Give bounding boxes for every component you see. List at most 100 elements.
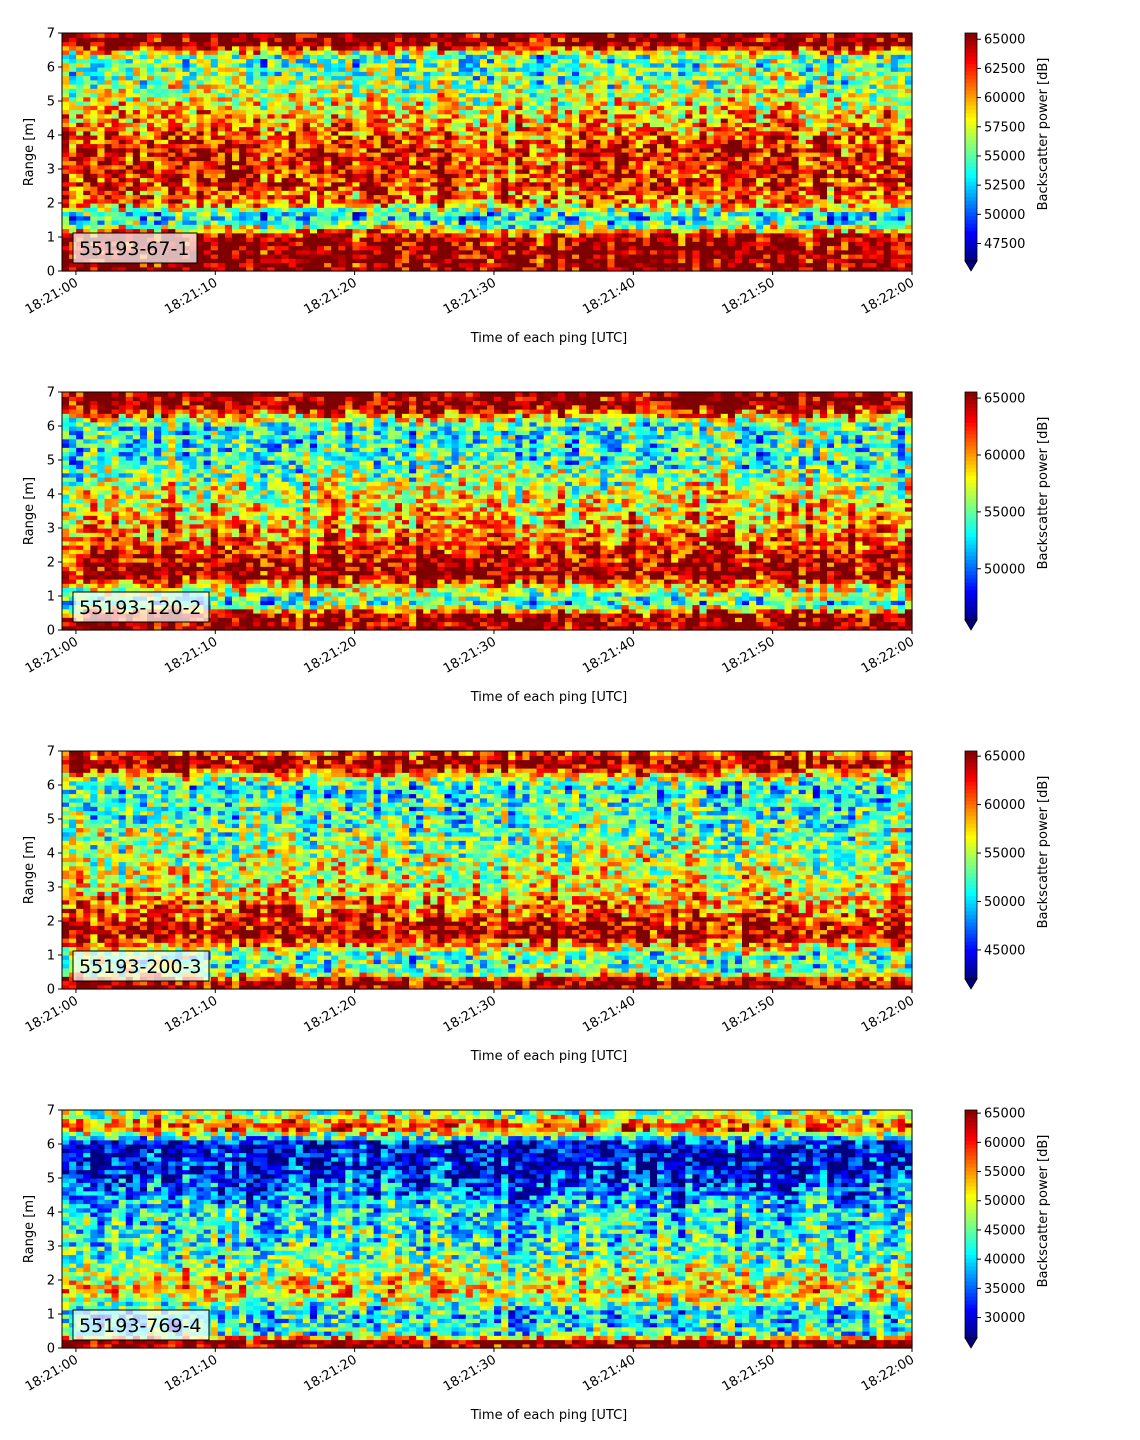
heatmap-cell (649, 101, 658, 106)
heatmap-cell (437, 215, 446, 221)
heatmap-cell (281, 109, 290, 115)
heatmap-cell (210, 135, 219, 140)
heatmap-cell (522, 118, 531, 123)
heatmap-cell (494, 258, 502, 264)
heatmap-cell (104, 152, 113, 157)
heatmap-cell (217, 177, 226, 183)
heatmap-cell (196, 262, 205, 268)
heatmap-cell (217, 186, 226, 191)
heatmap-cell (111, 224, 120, 230)
heatmap-cell (479, 62, 488, 68)
heatmap-cell (678, 266, 686, 272)
heatmap-cell (317, 33, 325, 38)
heatmap-cell (479, 190, 488, 196)
heatmap-cell (678, 45, 686, 51)
heatmap-cell (239, 241, 247, 247)
heatmap-cell (437, 105, 446, 111)
heatmap-cell (451, 50, 460, 55)
heatmap-cell (550, 211, 559, 217)
heatmap-cell (664, 105, 672, 111)
heatmap-cell (118, 67, 127, 72)
heatmap-cell (111, 177, 120, 183)
heatmap-cell (359, 139, 368, 145)
heatmap-cell (685, 190, 694, 196)
heatmap-cell (288, 152, 297, 157)
heatmap-cell (295, 126, 304, 132)
heatmap-cell (373, 105, 382, 111)
heatmap-cell (232, 152, 240, 157)
heatmap-cell (579, 152, 587, 157)
heatmap-cell (317, 41, 325, 47)
heatmap-cell (465, 262, 474, 268)
heatmap-cell (564, 177, 573, 183)
heatmap-cell (472, 139, 481, 145)
heatmap-cell (579, 156, 587, 162)
heatmap-cell (97, 96, 106, 102)
heatmap-cell (579, 37, 587, 43)
heatmap-cell (331, 92, 339, 98)
heatmap-cell (189, 181, 198, 187)
heatmap-cell (572, 203, 580, 208)
heatmap-cell (118, 109, 127, 115)
heatmap-cell (132, 113, 141, 119)
heatmap-cell (125, 67, 134, 72)
heatmap-cell (402, 75, 410, 81)
heatmap-cell (402, 186, 410, 191)
heatmap-cell (281, 228, 290, 234)
heatmap-cell (586, 207, 594, 213)
heatmap-cell (557, 207, 566, 213)
heatmap-cell (444, 160, 453, 166)
heatmap-cell (125, 41, 134, 47)
heatmap-cell (586, 241, 594, 247)
heatmap-cell (614, 160, 623, 166)
heatmap-cell (593, 160, 601, 166)
heatmap-cell (635, 160, 644, 166)
heatmap-cell (62, 237, 70, 242)
heatmap-cell (557, 258, 566, 264)
heatmap-cell (572, 211, 580, 217)
heatmap-cell (359, 254, 368, 259)
heatmap-cell (572, 237, 580, 242)
heatmap-cell (437, 228, 446, 234)
heatmap-cell (295, 109, 304, 115)
heatmap-cell (359, 194, 368, 200)
heatmap-cell (203, 79, 212, 85)
heatmap-cell (494, 143, 502, 149)
heatmap-cell (309, 164, 318, 170)
heatmap-cell (239, 109, 247, 115)
heatmap-cell (600, 109, 609, 115)
heatmap-cell (203, 67, 212, 72)
heatmap-cell (317, 215, 325, 221)
heatmap-cell (402, 41, 410, 47)
heatmap-cell (90, 220, 99, 225)
heatmap-cell (444, 241, 453, 247)
heatmap-cell (239, 101, 247, 106)
heatmap-cell (557, 41, 566, 47)
heatmap-cell (529, 190, 538, 196)
heatmap-cell (465, 96, 474, 102)
heatmap-cell (572, 245, 580, 251)
heatmap-cell (437, 41, 446, 47)
heatmap-cell (175, 266, 184, 272)
heatmap-cell (494, 220, 502, 225)
heatmap-cell (154, 96, 162, 102)
heatmap-cell (586, 54, 594, 60)
heatmap-cell (309, 41, 318, 47)
heatmap-cell (572, 173, 580, 179)
heatmap-cell (479, 181, 488, 187)
heatmap-cell (649, 147, 658, 153)
heatmap-cell (451, 84, 460, 89)
heatmap-cell (288, 113, 297, 119)
heatmap-cell (479, 37, 488, 43)
heatmap-cell (331, 143, 339, 149)
heatmap-cell (154, 37, 162, 43)
heatmap-cell (416, 245, 424, 251)
heatmap-cell (253, 215, 261, 221)
heatmap-cell (182, 143, 191, 149)
heatmap-cell (380, 50, 389, 55)
heatmap-cell (487, 181, 495, 187)
heatmap-cell (487, 194, 495, 200)
heatmap-cell (196, 122, 205, 128)
heatmap-cell (444, 92, 453, 98)
heatmap-cell (267, 41, 276, 47)
